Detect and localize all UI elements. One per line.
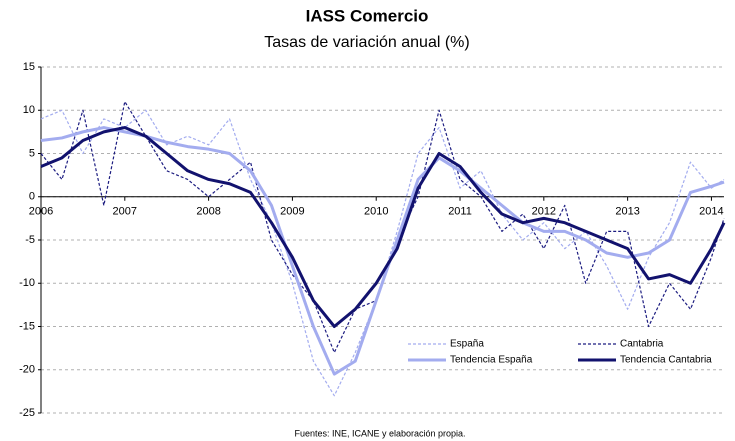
x-tick-label: 2013 (615, 206, 639, 218)
y-tick-label: 0 (29, 191, 35, 203)
series-line (40, 100, 725, 354)
y-tick-label: 5 (29, 147, 35, 159)
chart-subtitle: Tasas de variación anual (%) (264, 34, 469, 51)
y-tick-label: -20 (19, 364, 35, 376)
legend-label: Tendencia Cantabria (620, 355, 712, 366)
legend-label: Cantabria (620, 339, 664, 350)
series-line (40, 126, 725, 376)
x-tick-label: 2011 (448, 206, 472, 218)
legend-label: Tendencia España (450, 355, 533, 366)
x-tick-label: 2012 (532, 206, 556, 218)
x-tick-label: 2010 (364, 206, 388, 218)
chart-title: IASS Comercio (306, 6, 429, 25)
y-tick-label: -10 (19, 277, 35, 289)
series-line (40, 126, 726, 328)
footnote: Fuentes: INE, ICANE y elaboración propia… (294, 428, 465, 438)
x-tick-label: 2008 (196, 206, 220, 218)
y-tick-label: -15 (19, 320, 35, 332)
x-tick-label: 2007 (113, 206, 137, 218)
y-tick-label: 15 (23, 61, 35, 73)
legend-label: España (450, 339, 484, 350)
y-tick-label: 10 (23, 104, 35, 116)
x-tick-label: 2006 (29, 206, 53, 218)
x-tick-label: 2009 (280, 206, 304, 218)
y-tick-label: -5 (25, 234, 35, 246)
x-tick-label: 2014 (699, 206, 723, 218)
y-tick-label: -25 (19, 407, 35, 419)
